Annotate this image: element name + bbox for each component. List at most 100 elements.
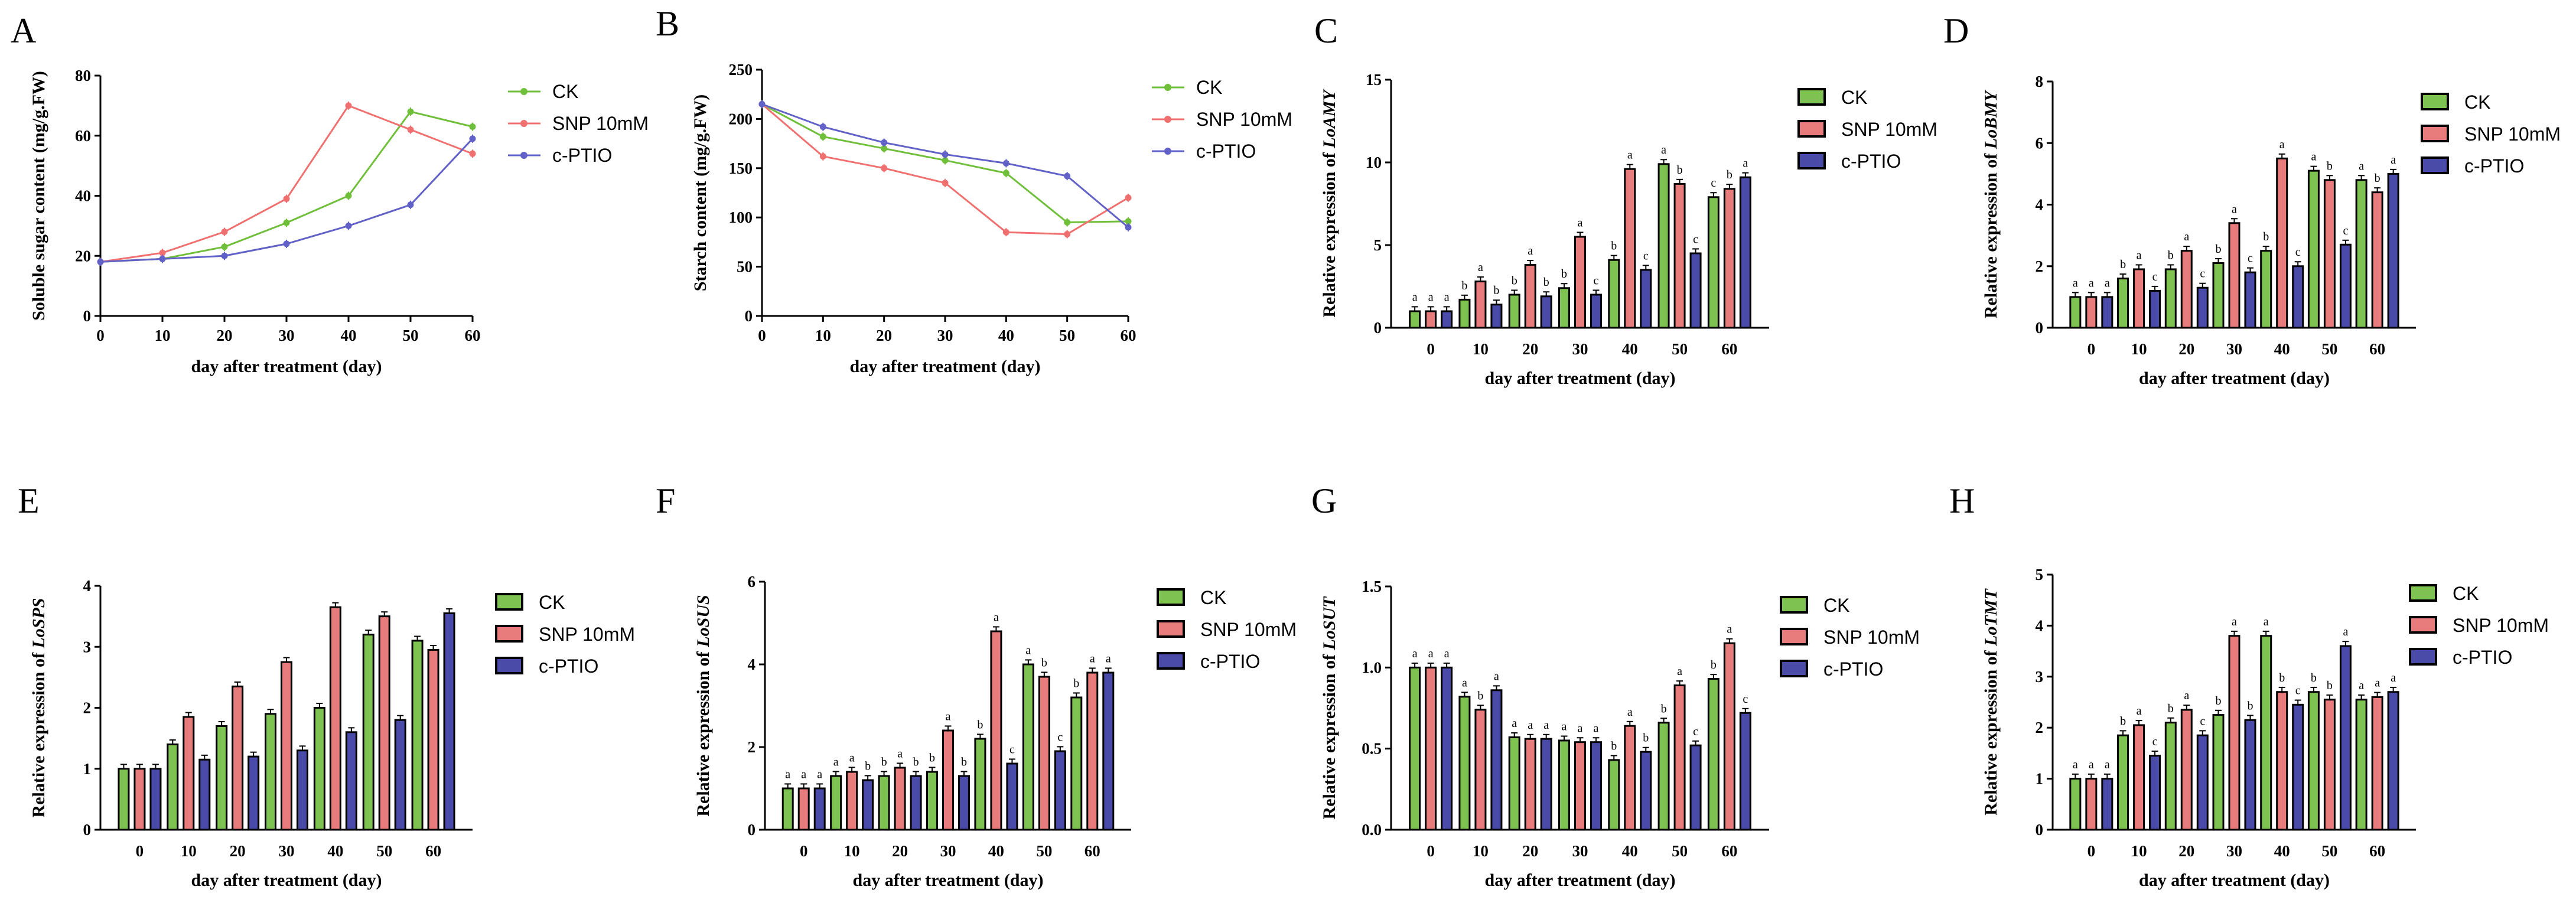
bar	[1441, 310, 1453, 329]
data-point	[345, 102, 352, 109]
legend-swatch	[1780, 596, 1808, 614]
data-point	[1125, 194, 1132, 201]
bar	[2260, 250, 2272, 329]
bar	[2164, 268, 2177, 329]
significance-letter: c	[1743, 693, 1748, 706]
bar	[2069, 296, 2082, 329]
bar	[2387, 172, 2399, 329]
y-tick-label: 4	[2036, 617, 2044, 634]
data-point	[942, 151, 949, 158]
bar	[1723, 188, 1735, 329]
significance-letter: a	[1743, 157, 1748, 170]
bar	[1102, 671, 1115, 831]
bar	[2212, 714, 2225, 831]
y-axis-label: Relative expression of LoBMY	[1981, 89, 2001, 318]
legend-marker	[520, 152, 527, 159]
legend-label: c-PTIO	[1841, 151, 1901, 172]
significance-letter: a	[1462, 676, 1467, 689]
legend-label: CK	[552, 81, 578, 102]
significance-letter: b	[913, 755, 919, 768]
bar	[411, 640, 424, 831]
bar	[1689, 252, 1702, 329]
legend-swatch	[1797, 120, 1826, 138]
bar	[2292, 703, 2304, 831]
bar	[1086, 671, 1099, 831]
x-tick-label: 10	[1473, 842, 1489, 860]
legend-label: c-PTIO	[1200, 651, 1260, 672]
legend-label: CK	[2464, 92, 2490, 113]
significance-letter: c	[1643, 249, 1649, 262]
significance-letter: b	[1727, 168, 1732, 181]
significance-letter: a	[1562, 720, 1567, 733]
bar	[830, 775, 842, 831]
y-tick-label: 0	[2036, 319, 2044, 337]
legend-swatch	[1780, 660, 1808, 677]
significance-letter: c	[2295, 246, 2301, 259]
y-axis-label: Starch content (mg/g.FW)	[691, 94, 710, 292]
x-tick-label: 0	[2087, 842, 2096, 860]
bar	[1022, 663, 1034, 831]
significance-letter: a	[1412, 291, 1418, 304]
legend-swatch	[1157, 652, 1185, 670]
x-tick-label: 0	[136, 842, 144, 860]
panel-C: C 0 5 10 15 Relative expression of LoAMY day a…	[1314, 11, 1937, 388]
bar	[862, 779, 874, 831]
bar	[1458, 696, 1471, 831]
bar	[2323, 699, 2336, 831]
data-point	[1002, 159, 1009, 167]
x-tick-label: 10	[2131, 340, 2147, 358]
data-point	[1002, 169, 1009, 177]
legend-swatch	[1780, 628, 1808, 645]
data-point	[221, 252, 228, 259]
significance-letter: a	[785, 768, 790, 781]
bar	[1524, 264, 1536, 329]
bar	[2117, 278, 2129, 329]
y-tick-label: 1.0	[1362, 658, 1382, 676]
legend-swatch	[1797, 152, 1826, 169]
bar	[1673, 182, 1686, 329]
significance-letter: b	[1611, 739, 1617, 752]
x-tick-label: 20	[876, 327, 892, 344]
significance-letter: b	[881, 755, 887, 768]
data-point	[159, 249, 166, 256]
significance-letter: c	[1693, 725, 1698, 738]
bar	[313, 707, 325, 831]
bar	[1474, 709, 1487, 831]
significance-letter: a	[1594, 722, 1599, 735]
y-tick-label: 0.5	[1362, 740, 1382, 758]
data-point	[758, 100, 766, 107]
bar	[1739, 176, 1751, 329]
significance-letter: a	[2359, 159, 2364, 172]
significance-letter: a	[1512, 717, 1517, 730]
panel-letter: E	[18, 481, 40, 520]
y-tick-label: 1.5	[1362, 578, 1382, 595]
x-tick-label: 40	[2274, 842, 2290, 860]
significance-letter: b	[2327, 679, 2333, 692]
y-tick-label: 0	[83, 307, 92, 325]
data-point	[97, 258, 104, 265]
bar	[362, 634, 374, 831]
y-axis-label: Soluble sugar content (mg/g.FW)	[29, 71, 48, 321]
bar	[813, 787, 826, 831]
data-point	[942, 156, 949, 164]
bar	[1425, 310, 1437, 329]
significance-letter: b	[2375, 172, 2380, 185]
x-tick-label: 0	[758, 327, 766, 344]
bar	[167, 743, 179, 831]
bar	[1508, 294, 1520, 329]
significance-letter: c	[2200, 715, 2205, 728]
bar	[281, 661, 292, 831]
bar	[1640, 269, 1652, 329]
x-tick-label: 30	[937, 327, 953, 344]
significance-letter: a	[1428, 647, 1434, 660]
x-tick-label: 60	[425, 842, 441, 860]
significance-letter: c	[2200, 268, 2205, 281]
panel-letter: B	[656, 4, 679, 43]
bar	[2101, 778, 2113, 831]
x-tick-label: 10	[155, 327, 171, 344]
panel-letter: D	[1943, 11, 1969, 50]
x-tick-label: 0	[1427, 340, 1435, 358]
bar	[2133, 724, 2145, 831]
bar	[1490, 689, 1503, 831]
significance-letter: a	[2359, 679, 2364, 692]
